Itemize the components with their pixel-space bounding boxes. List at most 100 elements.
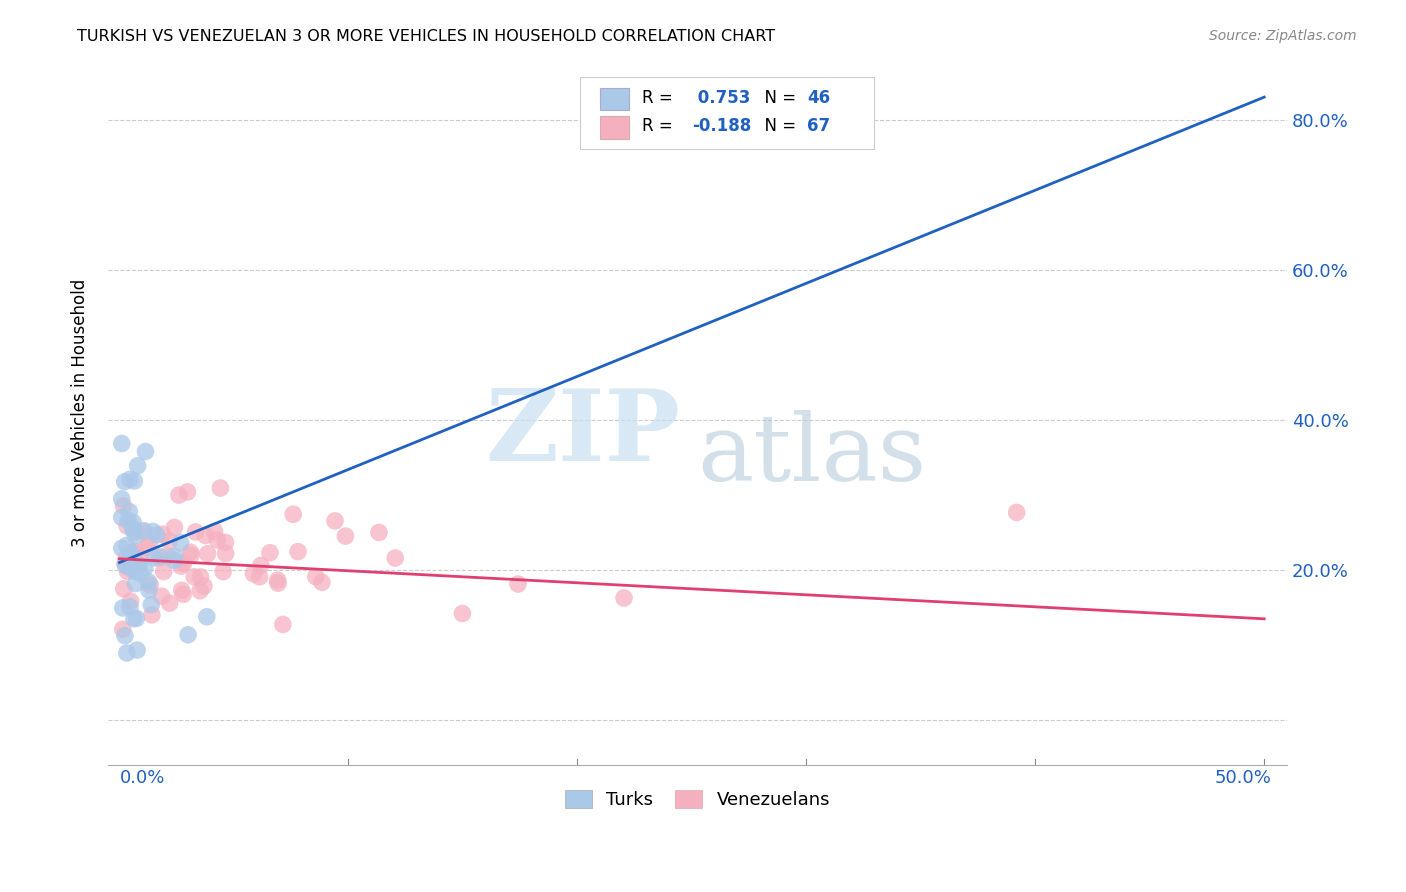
Point xyxy=(111,491,134,506)
Point xyxy=(173,557,195,571)
Point xyxy=(120,594,142,608)
Point xyxy=(134,561,156,575)
Y-axis label: 3 or more Vehicles in Household: 3 or more Vehicles in Household xyxy=(72,278,89,547)
Point xyxy=(259,546,281,560)
Point xyxy=(128,558,150,572)
Text: N =: N = xyxy=(754,88,801,107)
Point xyxy=(114,558,136,573)
Point xyxy=(111,510,134,524)
Point xyxy=(124,576,146,591)
FancyBboxPatch shape xyxy=(600,87,628,111)
Point xyxy=(214,535,236,549)
Point xyxy=(122,612,145,626)
Point xyxy=(163,520,186,534)
Point xyxy=(214,546,236,560)
Point xyxy=(613,591,636,605)
Point xyxy=(193,579,215,593)
Point xyxy=(111,436,134,450)
Point xyxy=(121,520,143,534)
Point xyxy=(1005,505,1028,519)
Point xyxy=(323,514,346,528)
Point xyxy=(250,558,273,573)
Point xyxy=(125,525,148,540)
Point xyxy=(267,573,290,587)
Point xyxy=(114,475,136,489)
Text: atlas: atlas xyxy=(697,409,927,500)
Point xyxy=(139,578,162,592)
Point xyxy=(163,549,186,564)
Text: R =: R = xyxy=(643,88,678,107)
Point xyxy=(157,534,180,549)
Point xyxy=(172,587,194,601)
Point xyxy=(111,541,134,556)
Point xyxy=(124,544,146,558)
Point xyxy=(183,570,205,584)
Point xyxy=(125,611,148,625)
Point xyxy=(124,564,146,578)
FancyBboxPatch shape xyxy=(579,78,875,149)
Point xyxy=(148,550,170,565)
Point xyxy=(117,513,139,527)
Point xyxy=(152,565,174,579)
Text: -0.188: -0.188 xyxy=(692,117,751,135)
Point xyxy=(242,566,264,581)
Point xyxy=(180,548,202,562)
Point xyxy=(115,539,138,553)
Text: TURKISH VS VENEZUELAN 3 OR MORE VEHICLES IN HOUSEHOLD CORRELATION CHART: TURKISH VS VENEZUELAN 3 OR MORE VEHICLES… xyxy=(77,29,776,44)
Text: ZIP: ZIP xyxy=(485,385,681,482)
Point xyxy=(184,524,207,539)
Point xyxy=(112,499,135,513)
Point xyxy=(114,557,136,571)
Point xyxy=(115,646,138,660)
Text: R =: R = xyxy=(643,117,678,135)
Point xyxy=(177,628,200,642)
Point xyxy=(157,549,180,564)
Point xyxy=(335,529,357,543)
Text: 67: 67 xyxy=(807,117,831,135)
Point xyxy=(124,529,146,543)
Point xyxy=(118,472,141,486)
Point xyxy=(115,551,138,566)
Point xyxy=(122,516,145,530)
Point xyxy=(207,533,229,547)
Point xyxy=(150,589,173,603)
Point xyxy=(129,550,152,565)
Point xyxy=(122,560,145,574)
Point xyxy=(204,524,226,539)
Point xyxy=(120,546,142,560)
Point xyxy=(141,598,163,612)
Point xyxy=(128,558,150,572)
Point xyxy=(267,576,290,591)
Point xyxy=(195,609,218,624)
Point xyxy=(111,601,134,615)
Point xyxy=(112,582,135,596)
Point xyxy=(249,570,271,584)
Point xyxy=(305,569,328,583)
Point xyxy=(145,528,167,542)
Point xyxy=(287,544,309,558)
Point xyxy=(127,643,149,657)
Point xyxy=(129,566,152,581)
Point xyxy=(122,524,145,538)
Point xyxy=(194,528,217,542)
Point xyxy=(167,488,190,502)
Point xyxy=(188,583,211,598)
Point xyxy=(150,549,173,564)
Point xyxy=(115,559,138,574)
Point xyxy=(143,550,166,565)
Text: N =: N = xyxy=(754,117,801,135)
Point xyxy=(451,607,474,621)
Text: 0.753: 0.753 xyxy=(692,88,749,107)
Text: 0.0%: 0.0% xyxy=(120,769,165,787)
Point xyxy=(120,562,142,576)
Point xyxy=(138,574,160,589)
Point xyxy=(283,508,305,522)
Text: 46: 46 xyxy=(807,88,831,107)
Point xyxy=(120,545,142,559)
Point xyxy=(122,545,145,559)
FancyBboxPatch shape xyxy=(600,116,628,138)
Point xyxy=(115,519,138,533)
Point xyxy=(127,458,149,473)
Point xyxy=(141,607,163,622)
Point xyxy=(197,547,219,561)
